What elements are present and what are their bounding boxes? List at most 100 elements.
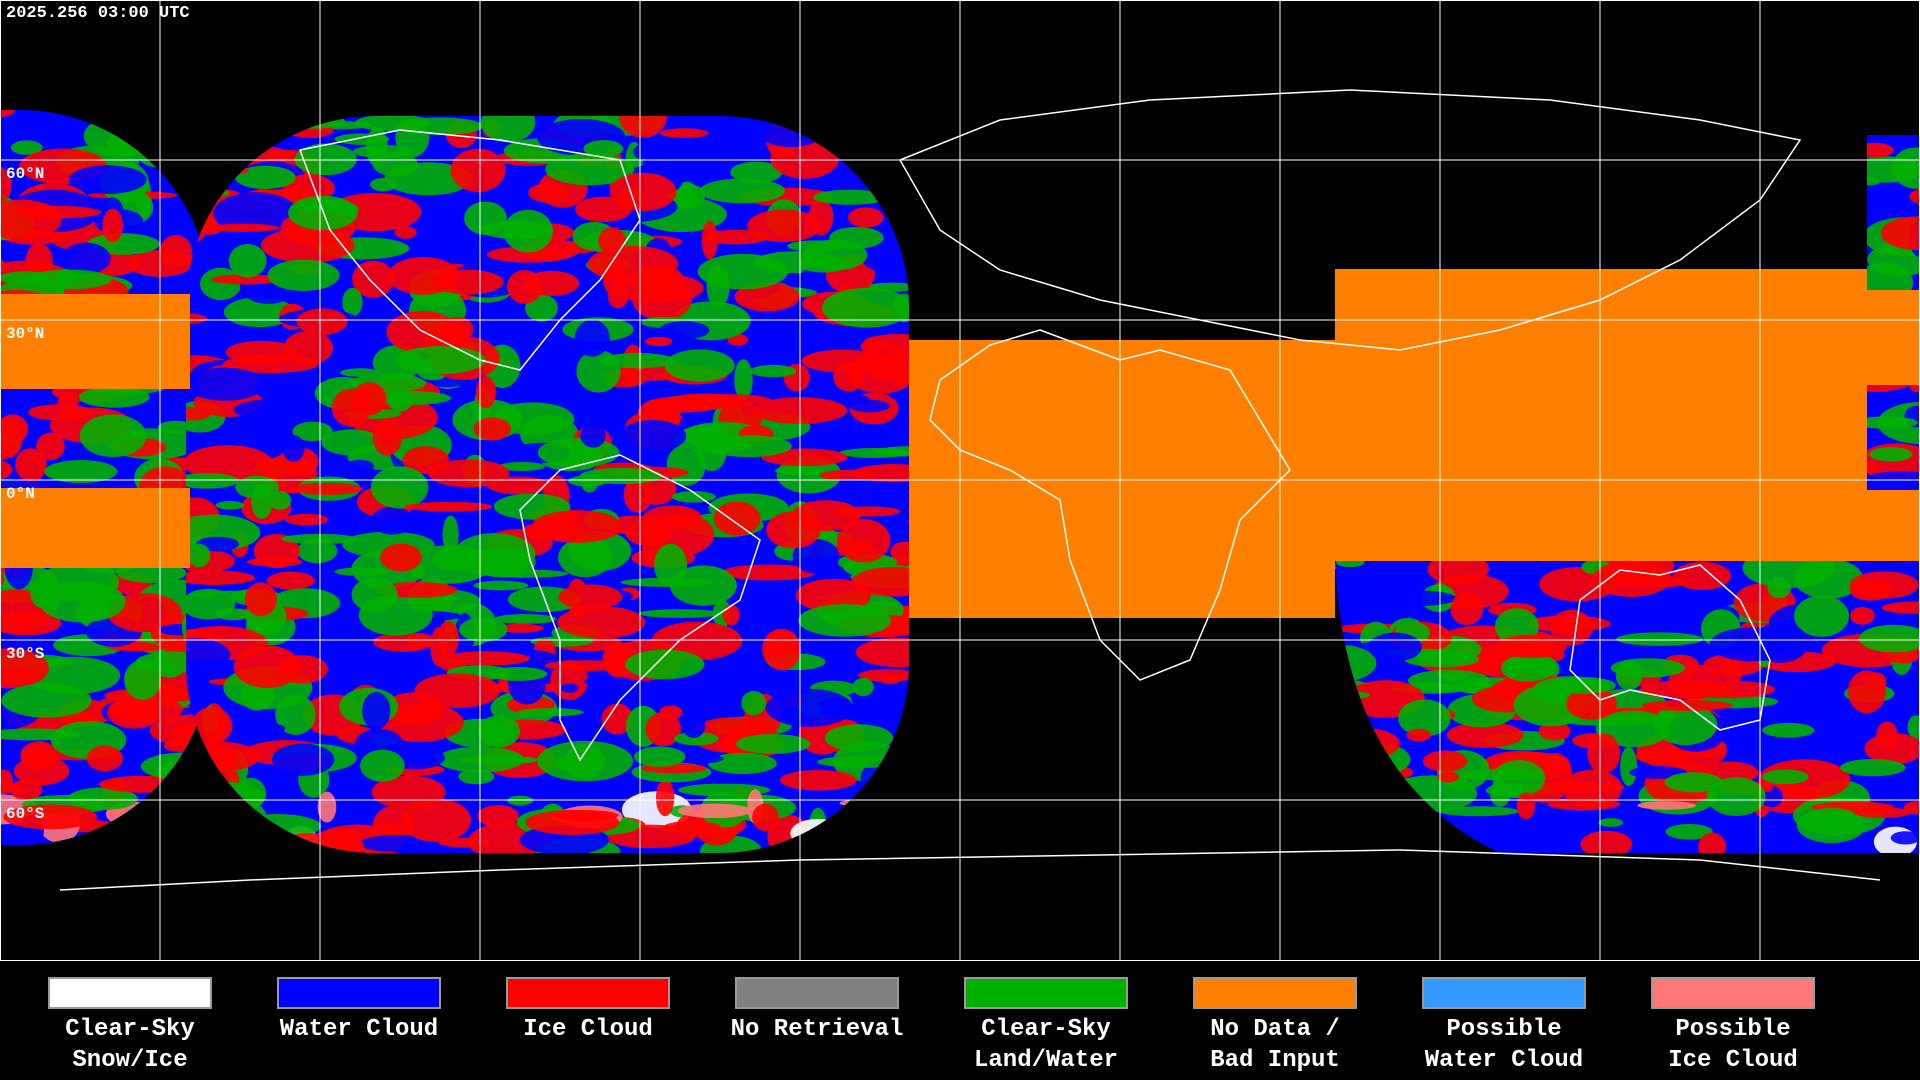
cloud-patch: [294, 143, 357, 176]
legend-swatch: [1651, 977, 1815, 1009]
cloud-patch: [655, 779, 675, 817]
cloud-patch: [801, 349, 885, 373]
cloud-patch: [296, 308, 348, 336]
cloud-patch: [1857, 471, 1920, 496]
cloud-patch: [13, 756, 70, 786]
cloud-patch: [1335, 588, 1393, 600]
cloud-patch: [228, 243, 267, 278]
cloud-patch: [761, 448, 848, 467]
cloud-patch: [1859, 624, 1920, 653]
cloud-patch: [1664, 772, 1723, 793]
cloud-patch: [674, 753, 724, 764]
cloud-patch: [1495, 634, 1568, 659]
cloud-patch: [1501, 654, 1556, 682]
cloud-patch: [568, 475, 608, 487]
cloud-patch: [380, 543, 422, 572]
cloud-patch: [852, 677, 874, 697]
cloud-patch: [669, 565, 737, 606]
cloud-patch: [437, 620, 459, 657]
cloud-patch: [875, 446, 909, 457]
cloud-patch: [1513, 684, 1589, 727]
satellite-disk: [186, 116, 909, 853]
cloud-patch: [609, 172, 677, 212]
cloud-patch: [820, 697, 852, 710]
cloud-patch: [39, 581, 126, 623]
cloud-patch: [654, 543, 688, 587]
legend-label: Clear-Sky: [65, 1016, 195, 1043]
cloud-patch: [1850, 606, 1875, 625]
cloud-patch: [255, 458, 282, 470]
cloud-patch: [1853, 416, 1918, 429]
legend-label: Possible: [1675, 1016, 1790, 1043]
cloud-patch: [557, 606, 646, 639]
cloud-patch: [36, 432, 65, 461]
cloud-patch: [528, 183, 569, 203]
cloud-patch: [493, 493, 571, 520]
cloud-patch: [284, 513, 329, 526]
cloud-patch: [1450, 592, 1484, 625]
cloud-patch: [503, 209, 554, 253]
latitude-label: 30°S: [6, 645, 45, 663]
cloud-patch: [486, 246, 572, 263]
cloud-patch: [209, 223, 280, 232]
cloud-patch: [852, 463, 909, 483]
legend-label: No Data /: [1210, 1016, 1340, 1043]
cloud-patch: [798, 255, 850, 273]
cloud-patch: [555, 754, 605, 773]
cloud-patch: [1, 683, 92, 718]
cloud-patch: [623, 475, 653, 513]
cloud-patch: [1398, 699, 1451, 737]
coastline: [298, 129, 641, 371]
cloud-patch: [15, 448, 47, 482]
cloud-patch: [186, 638, 231, 672]
cloud-patch: [517, 708, 584, 717]
cloud-patch: [849, 399, 890, 413]
cloud-patch: [1380, 590, 1457, 606]
cloud-patch: [787, 240, 845, 252]
cloud-patch: [560, 682, 579, 693]
cloud-patch: [741, 690, 767, 716]
cloud-patch: [1595, 710, 1671, 748]
cloud-patch: [662, 821, 722, 835]
cloud-patch: [1368, 632, 1422, 662]
cloud-patch: [645, 712, 682, 747]
cloud-patch: [1566, 687, 1617, 720]
no-data-band: [0, 294, 190, 389]
cloud-patch: [766, 511, 821, 549]
cloud-patch: [545, 153, 635, 186]
cloud-patch: [583, 677, 608, 686]
cloud-patch: [664, 349, 735, 382]
cloud-patch: [890, 541, 909, 563]
cloud-patch: [404, 501, 493, 512]
cloud-patch: [678, 783, 771, 797]
cloud-patch: [1610, 658, 1685, 678]
cloud-patch: [441, 651, 530, 666]
cloud-patch: [68, 165, 147, 194]
cloud-patch: [632, 277, 693, 321]
cloud-patch: [0, 165, 12, 205]
cloud-patch: [722, 604, 740, 626]
legend-swatch: [1422, 977, 1586, 1009]
cloud-patch: [721, 564, 816, 581]
cloud-patch: [855, 637, 909, 668]
cloud-patch: [730, 161, 783, 184]
legend-swatch: [735, 977, 899, 1009]
cloud-patch: [27, 269, 112, 290]
cloud-patch: [340, 368, 380, 377]
cloud-patch: [699, 178, 786, 204]
cloud-patch: [697, 253, 789, 290]
cloud-patch: [638, 609, 721, 618]
cloud-patch: [1592, 561, 1671, 597]
latitude-label: 60°N: [6, 165, 44, 183]
cloud-patch: [0, 769, 13, 792]
cloud-patch: [1851, 156, 1920, 183]
cloud-patch: [1881, 601, 1920, 614]
cloud-patch: [342, 287, 363, 317]
cloud-patch: [387, 256, 459, 295]
cloud-patch: [477, 715, 521, 748]
cloud-patch: [367, 390, 452, 406]
cloud-patch: [580, 423, 606, 448]
cloud-patch: [280, 533, 359, 544]
cloud-patch: [394, 226, 417, 239]
cloud-patch: [659, 128, 709, 138]
